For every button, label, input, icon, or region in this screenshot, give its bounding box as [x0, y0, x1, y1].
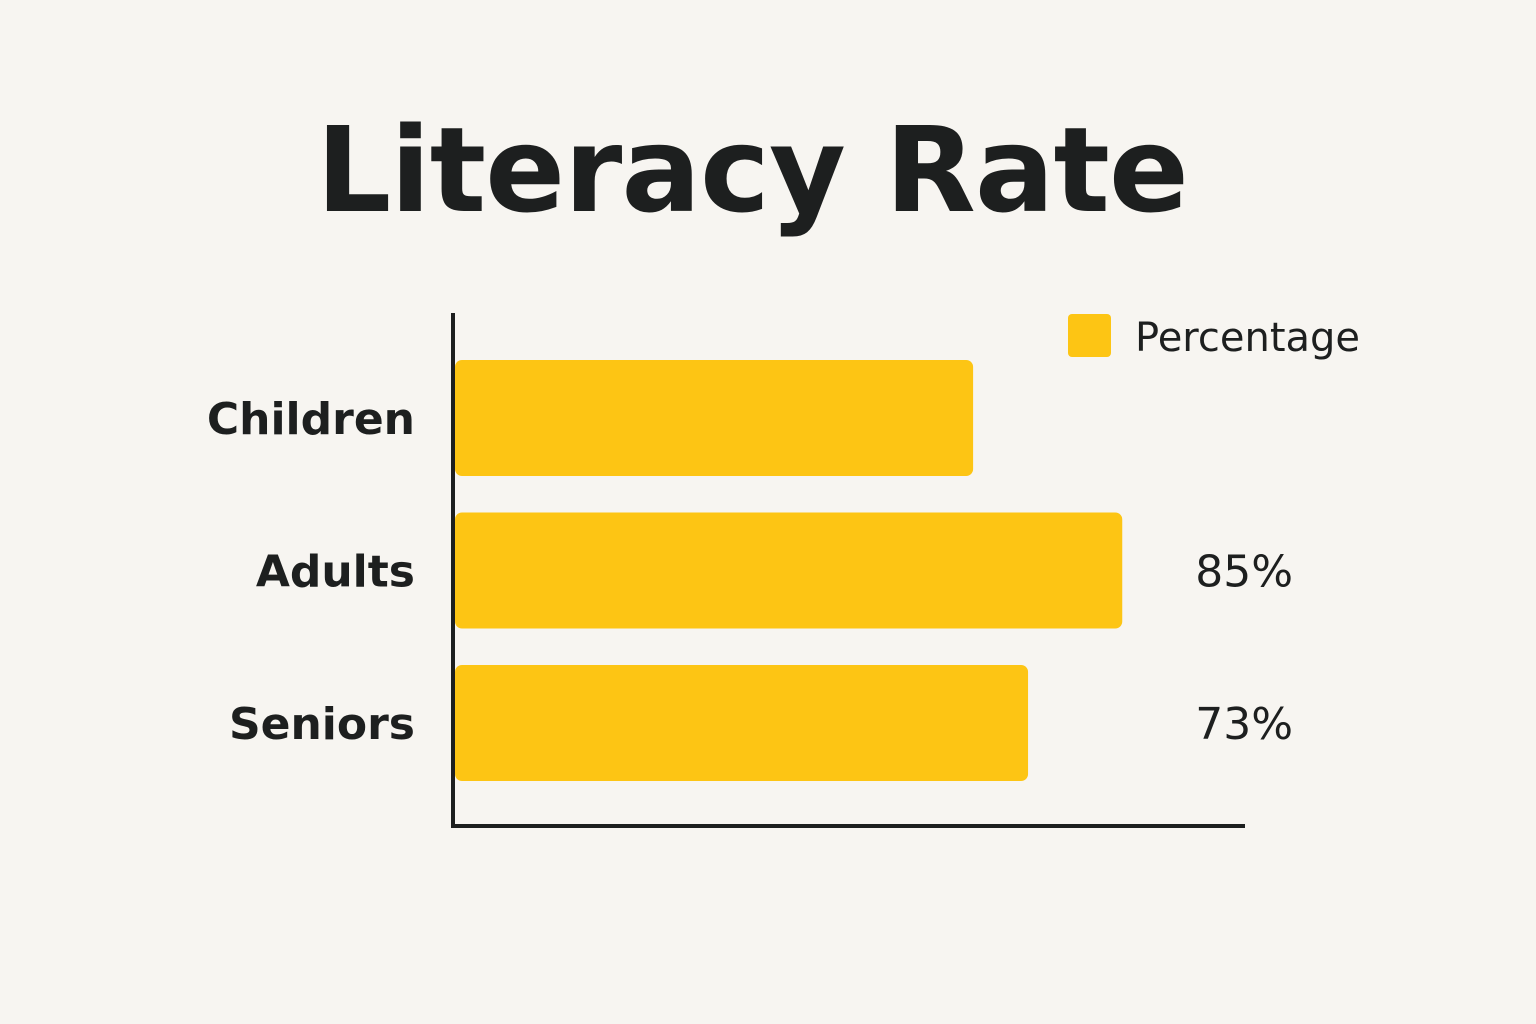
bars-layer: [455, 360, 1123, 781]
legend: Percentage: [1068, 314, 1360, 361]
bar-seniors: [455, 665, 1029, 781]
data-label-adults: 85%: [1195, 547, 1293, 598]
bar-adults: [455, 512, 1123, 629]
legend-swatch: [1068, 314, 1111, 357]
chart-title: Literacy Rate: [316, 101, 1189, 239]
category-label-seniors: Seniors: [229, 699, 415, 750]
legend-label: Percentage: [1135, 315, 1360, 361]
data-label-seniors: 73%: [1195, 699, 1293, 750]
labels-layer: Children Adults 85% Seniors 73%: [207, 394, 1293, 750]
category-label-children: Children: [207, 394, 415, 445]
bar-children: [455, 360, 974, 476]
category-label-adults: Adults: [256, 547, 415, 598]
